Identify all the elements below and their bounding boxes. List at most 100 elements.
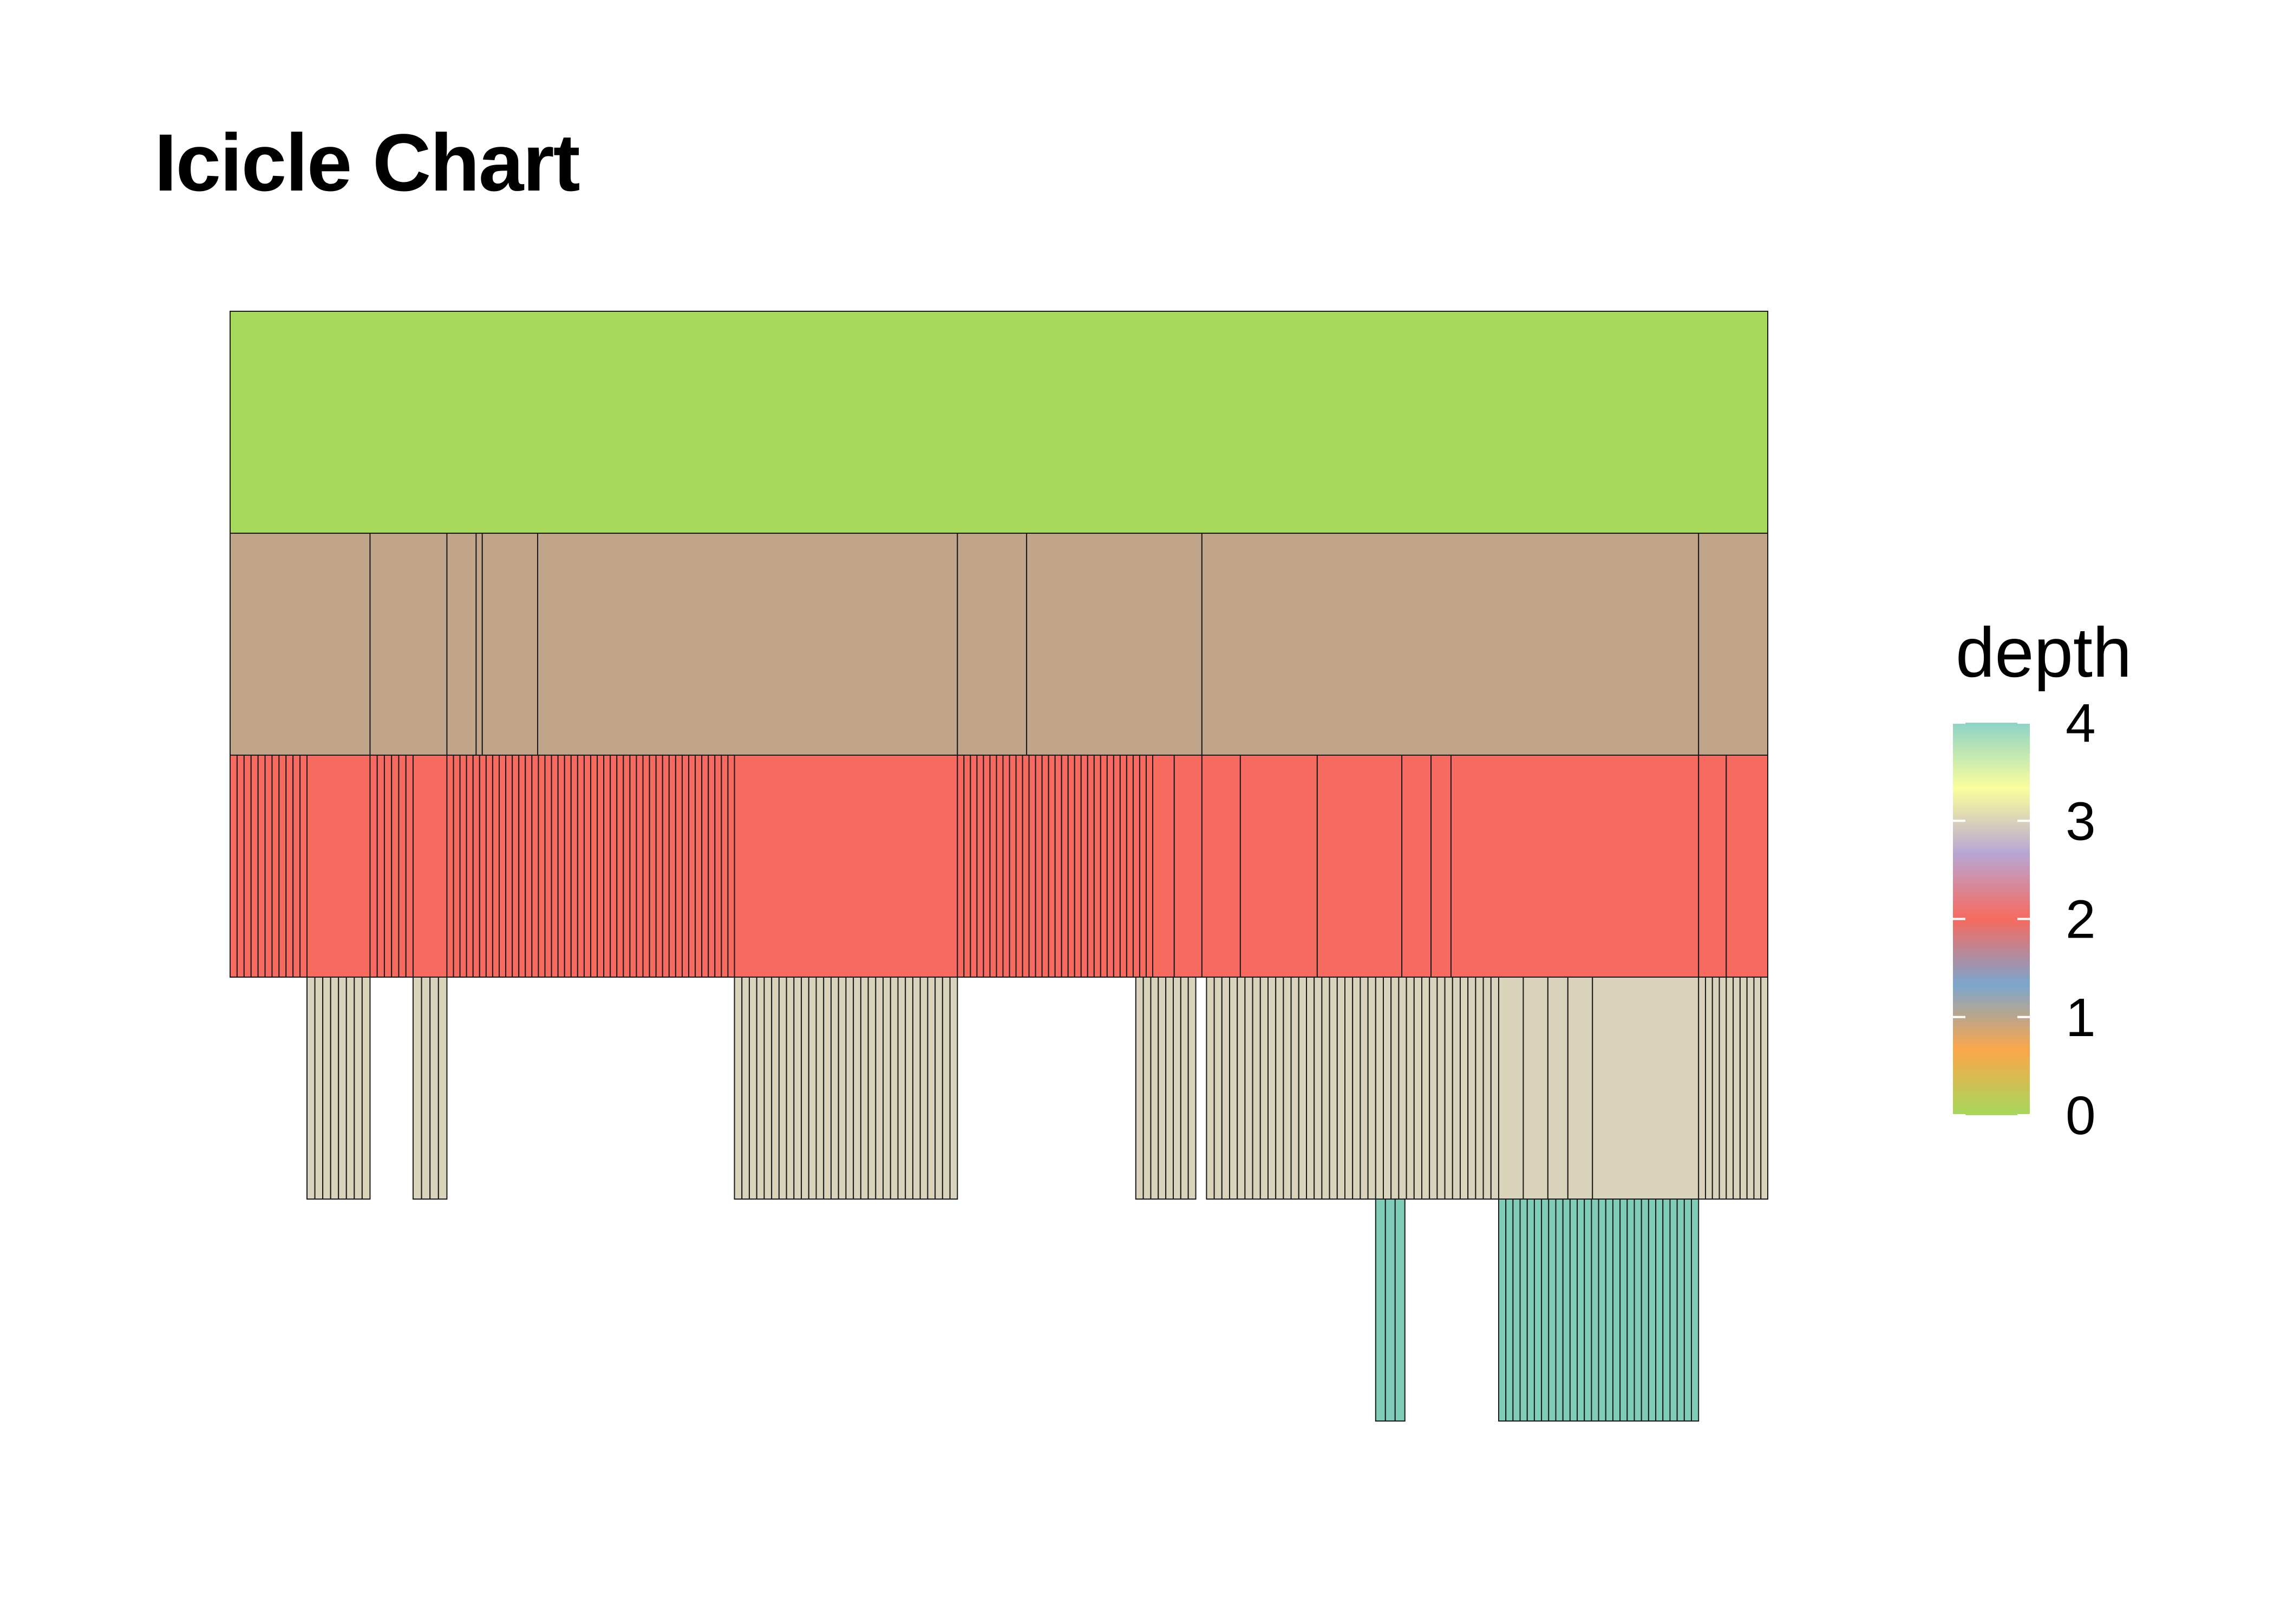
icicle-cell-depth-2 [292,755,301,978]
icicle-cell-depth-2 [1028,755,1036,978]
icicle-cell-depth-2 [512,755,520,978]
icicle-cell-depth-2 [1009,755,1017,978]
icicle-cell-depth-2 [655,755,663,978]
icicle-cell-depth-2 [714,755,722,978]
chart-title: Icicle Chart [154,117,580,208]
icicle-cell-depth-2 [603,755,611,978]
icicle-cell-depth-2 [970,755,978,978]
icicle-cell-depth-3 [1158,977,1167,1200]
legend-ticks: 0 1 2 3 4 [1953,693,2096,1146]
icicle-cell-depth-3 [1298,977,1308,1200]
icicle-cell-depth-2 [391,755,400,978]
icicle-cell-depth-2 [675,755,683,978]
icicle-cell-depth-3 [1436,977,1446,1200]
icicle-cell-depth-2 [446,755,454,978]
icicle-cell-depth-3 [1475,977,1484,1200]
icicle-cell-depth-2 [1152,755,1175,978]
icicle-cell-depth-3 [1267,977,1277,1200]
icicle-cell-depth-2 [649,755,657,978]
icicle-cell-depth-3 [830,977,839,1200]
icicle-cell-depth-3 [1698,977,1706,1200]
icicle-cell-depth-3 [306,977,316,1200]
icicle-cell-depth-2 [1015,755,1023,978]
icicle-cell-depth-2 [278,755,287,978]
icicle-cell-depth-2 [398,755,407,978]
icicle-cell-depth-2 [662,755,670,978]
icicle-cell-depth-2 [1106,755,1114,978]
icicle-cell-depth-2 [1126,755,1134,978]
icicle-cell-depth-2 [531,755,539,978]
icicle-cell-depth-3 [1429,977,1438,1200]
icicle-cell-depth-3 [1229,977,1238,1200]
icicle-cell-depth-4 [1691,1199,1700,1422]
icicle-cell-depth-3 [1704,977,1713,1200]
icicle-cell-depth-2 [1074,755,1082,978]
icicle-cell-depth-3 [927,977,936,1200]
icicle-cell-depth-2 [989,755,997,978]
icicle-cell-depth-3 [429,977,439,1200]
icicle-cell-depth-2 [642,755,650,978]
icicle-cell-depth-3 [1522,977,1548,1200]
icicle-cell-depth-2 [681,755,690,978]
icicle-cell-depth-4 [1562,1199,1571,1422]
icicle-cell-depth-3 [912,977,921,1200]
icicle-cell-depth-2 [1035,755,1043,978]
icicle-cell-depth-2 [376,755,385,978]
icicle-cell-depth-4 [1669,1199,1678,1422]
icicle-cell-depth-3 [867,977,877,1200]
icicle-cell-depth-4 [1612,1199,1621,1422]
icicle-cell-depth-2 [264,755,273,978]
icicle-cell-depth-2 [976,755,984,978]
icicle-cell-depth-2 [459,755,467,978]
icicle-cell-depth-2 [577,755,585,978]
icicle-cell-depth-3 [1460,977,1469,1200]
icicle-cell-depth-2 [1698,755,1727,978]
icicle-cell-depth-2 [243,755,252,978]
icicle-cell-depth-3 [793,977,802,1200]
icicle-cell-depth-2 [453,755,461,978]
icicle-cell-depth-3 [1237,977,1246,1200]
icicle-cell-depth-1 [957,533,1028,756]
icicle-cell-depth-2 [479,755,487,978]
icicle-cell-depth-4 [1584,1199,1592,1422]
icicle-cell-depth-4 [1555,1199,1564,1422]
legend-tick-label: 2 [2066,889,2096,950]
icicle-cell-depth-4 [1662,1199,1671,1422]
icicle-cell-depth-2 [721,755,729,978]
icicle-cell-depth-2 [1173,755,1203,978]
icicle-cell-depth-2 [285,755,294,978]
icicle-cell-depth-2 [983,755,991,978]
icicle-cell-depth-3 [1172,977,1181,1200]
icicle-cell-depth-3 [1283,977,1292,1200]
icicle-cell-depth-3 [1150,977,1159,1200]
icicle-cell-depth-2 [505,755,513,978]
icicle-cell-depth-3 [354,977,363,1200]
icicle-cell-depth-3 [1746,977,1755,1200]
icicle-cell-depth-2 [538,755,546,978]
icicle-cell-depth-2 [701,755,709,978]
icicle-cell-depth-4 [1626,1199,1635,1422]
icicle-cell-depth-4 [1533,1199,1543,1422]
icicle-cell-depth-2 [629,755,637,978]
icicle-cell-depth-2 [1450,755,1700,978]
icicle-cell-depth-3 [875,977,884,1200]
icicle-cell-depth-3 [1482,977,1492,1200]
icicle-cell-depth-2 [1067,755,1075,978]
icicle-cell-depth-3 [421,977,431,1200]
icicle-cell-depth-2 [1119,755,1127,978]
icicle-cell-depth-2 [957,755,965,978]
icicle-cell-depth-2 [1430,755,1452,978]
icicle-cell-depth-3 [1421,977,1430,1200]
icicle-cell-depth-3 [1398,977,1407,1200]
icicle-cell-depth-1 [369,533,448,756]
icicle-cells [230,311,1769,1422]
icicle-cell-depth-3 [412,977,422,1200]
icicle-cell-depth-3 [1452,977,1461,1200]
icicle-cell-depth-3 [1406,977,1415,1200]
icicle-cell-depth-2 [405,755,414,978]
icicle-cell-depth-2 [695,755,703,978]
icicle-cell-depth-2 [1080,755,1088,978]
icicle-cell-depth-3 [778,977,787,1200]
icicle-cell-depth-3 [1275,977,1284,1200]
